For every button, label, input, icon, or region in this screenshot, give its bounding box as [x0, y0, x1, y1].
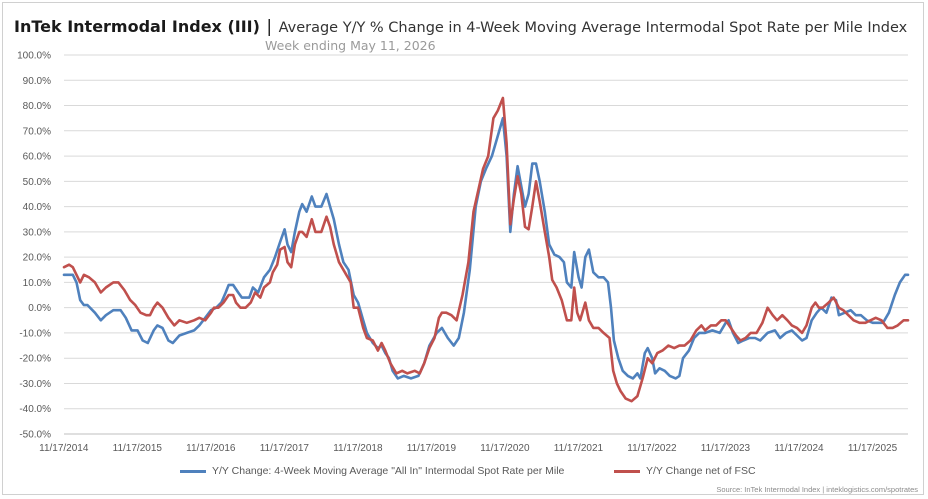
y-tick-label: 70.0%	[23, 126, 51, 137]
x-tick-label: 11/17/2016	[186, 443, 236, 454]
x-tick-label: 11/17/2019	[407, 443, 457, 454]
source-note: Source: InTek Intermodal Index | inteklo…	[716, 485, 918, 494]
legend-label-net-of-fsc: Y/Y Change net of FSC	[646, 465, 756, 477]
series-line-net-of-fsc	[62, 96, 910, 403]
y-tick-label: 90.0%	[23, 76, 51, 87]
x-tick-label: 11/17/2018	[333, 443, 383, 454]
x-tick-label: 11/17/2017	[260, 443, 310, 454]
legend-item-all-in: Y/Y Change: 4-Week Moving Average "All I…	[180, 465, 564, 477]
y-tick-label: -30.0%	[19, 379, 51, 390]
y-tick-label: 20.0%	[23, 253, 51, 264]
chart-title: InTek Intermodal Index (III) | Average Y…	[14, 17, 907, 37]
x-tick-label: 11/17/2022	[627, 443, 677, 454]
x-tick-label: 11/17/2015	[113, 443, 163, 454]
series-lines	[62, 96, 910, 403]
gridlines	[64, 54, 908, 435]
chart-subtitle: Week ending May 11, 2026	[265, 38, 436, 53]
series-line-all-in	[62, 116, 910, 380]
y-tick-label: 0.0%	[28, 303, 51, 314]
y-tick-label: -20.0%	[19, 354, 51, 365]
x-tick-label: 11/17/2023	[701, 443, 751, 454]
y-tick-label: 60.0%	[23, 152, 51, 163]
y-tick-label: -10.0%	[19, 328, 51, 339]
y-tick-label: 10.0%	[23, 278, 51, 289]
x-tick-label: 11/17/2014	[39, 443, 89, 454]
chart-title-separator: |	[266, 17, 273, 37]
x-tick-label: 11/17/2025	[848, 443, 898, 454]
chart-title-main: InTek Intermodal Index (III)	[14, 17, 260, 36]
y-tick-label: 50.0%	[23, 177, 51, 188]
y-tick-label: 80.0%	[23, 101, 51, 112]
x-tick-label: 11/17/2021	[554, 443, 604, 454]
x-axis-ticks: 11/17/2014 11/17/2015 11/17/2016 11/17/2017…	[39, 443, 897, 454]
legend-item-net-of-fsc: Y/Y Change net of FSC	[614, 465, 756, 477]
y-axis-ticks: 100.0% 90.0% 80.0% 70.0% 60.0% 50.0% 40.0% 30.0…	[17, 51, 51, 441]
y-tick-label: 30.0%	[23, 227, 51, 238]
legend-label-all-in: Y/Y Change: 4-Week Moving Average "All I…	[212, 465, 565, 477]
y-tick-label: -50.0%	[19, 430, 51, 441]
y-tick-label: 40.0%	[23, 202, 51, 213]
x-tick-label: 11/17/2020	[480, 443, 530, 454]
x-tick-label: 11/17/2024	[774, 443, 824, 454]
legend-swatch-net-of-fsc	[614, 469, 640, 473]
y-tick-label: -40.0%	[19, 404, 51, 415]
legend-swatch-all-in	[180, 469, 206, 473]
y-tick-label: 100.0%	[17, 51, 51, 62]
chart-title-suffix: Average Y/Y % Change in 4-Week Moving Av…	[278, 20, 908, 36]
